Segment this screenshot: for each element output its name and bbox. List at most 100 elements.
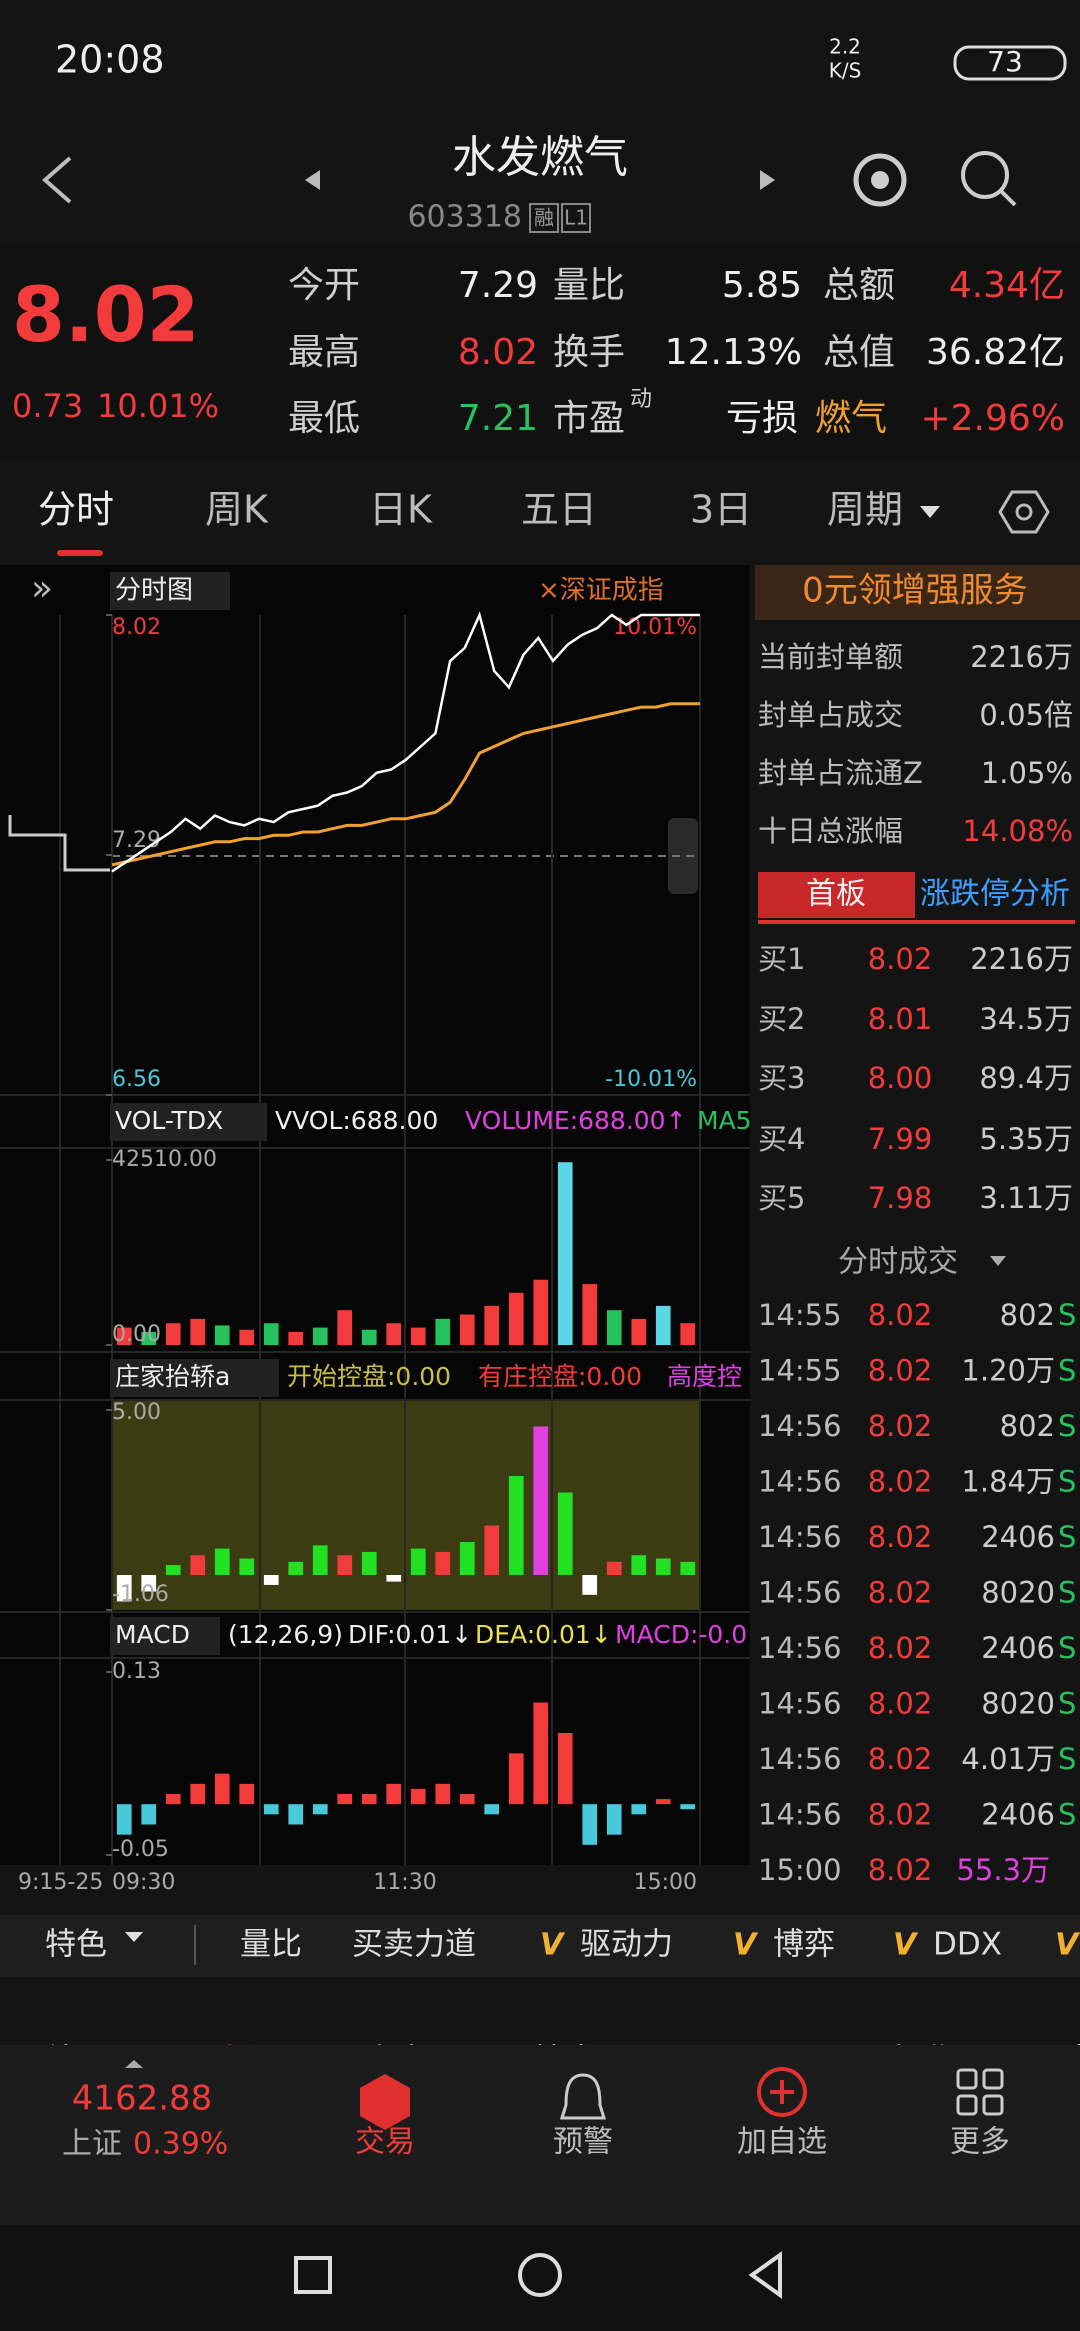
side-label: 封单占流通Z [758, 756, 923, 790]
trade-icon[interactable] [360, 2074, 410, 2130]
promo-banner[interactable]: 0元领增强服务 [802, 571, 1028, 611]
search-icon[interactable] [961, 151, 1009, 199]
chart-tab[interactable]: 周期 [827, 488, 903, 532]
chart-tab[interactable]: 五日 [521, 488, 597, 532]
more-icon[interactable] [956, 2068, 1004, 2116]
nav-item[interactable]: 加自选 [737, 2125, 827, 2160]
period-dropdown[interactable] [920, 506, 940, 518]
feature-item[interactable]: 驱动力 [580, 1927, 673, 1963]
side-label: 十日总涨幅 [758, 814, 903, 848]
bar [165, 1794, 181, 1805]
bar [337, 1310, 353, 1345]
bar [557, 1162, 573, 1345]
bar [508, 1476, 524, 1576]
book-price: 8.00 [868, 1061, 933, 1095]
back-button[interactable] [41, 156, 72, 204]
trade-time: 14:55 [758, 1298, 842, 1332]
feature-item[interactable]: DDX [933, 1927, 1002, 1963]
chart-mode[interactable]: 分时图 [115, 576, 193, 606]
bar [116, 1804, 132, 1835]
recents-button[interactable] [294, 2256, 332, 2294]
bar [190, 1318, 206, 1345]
stat-value: 7.21 [458, 398, 538, 439]
chart-tab[interactable]: 3日 [690, 488, 752, 532]
trade-side: S [1058, 1409, 1076, 1443]
chart-tab[interactable]: 周K [205, 488, 269, 532]
feature-dropdown[interactable] [125, 1932, 143, 1942]
add-icon[interactable] [757, 2067, 807, 2117]
stat-label: 今开 [288, 265, 360, 306]
nav-item[interactable]: 更多 [950, 2125, 1010, 2160]
trade-price: 8.02 [868, 1742, 933, 1776]
indicator-header: (12,26,9) [228, 1620, 343, 1649]
bar [263, 1575, 279, 1585]
bar [631, 1318, 647, 1345]
feature-item[interactable]: 博弈 [773, 1927, 835, 1963]
trade-side: S [1058, 1576, 1076, 1610]
trade-side: S [1058, 1298, 1076, 1332]
sub-tab[interactable]: 行业 [890, 2041, 954, 2079]
trade-volume: 55.3万 [956, 1853, 1050, 1887]
book-volume: 3.11万 [979, 1181, 1073, 1215]
trade-price: 8.02 [868, 1298, 933, 1332]
bar [386, 1783, 402, 1805]
scroll-handle[interactable] [668, 818, 698, 894]
indicator-box[interactable] [110, 1103, 267, 1141]
bar [606, 1310, 622, 1345]
y-tick-label: 0.13 [112, 1659, 161, 1684]
bar [386, 1323, 402, 1345]
settings-icon[interactable] [998, 490, 1050, 534]
stat-value: 5.85 [722, 265, 802, 306]
stat-label: 最低 [288, 398, 360, 439]
bar [312, 1327, 328, 1345]
trade-time: 14:56 [758, 1576, 842, 1610]
bar [190, 1783, 206, 1805]
bar [680, 1561, 696, 1576]
side-tab[interactable]: 涨跌停分析 [920, 877, 1070, 912]
indicator-header: 开始控盘:0.00 [287, 1362, 451, 1391]
sub-tab[interactable]: F10 [724, 2041, 783, 2079]
index-arrow [125, 2060, 143, 2068]
bar [214, 1773, 230, 1805]
bar [141, 1331, 157, 1345]
trades-dropdown[interactable] [990, 1256, 1006, 1266]
feature-item[interactable]: 量比 [240, 1927, 302, 1963]
prev-button[interactable] [305, 170, 320, 190]
sub-tab[interactable]: 其 [1070, 2041, 1080, 2079]
sub-tab[interactable]: 资讯 [213, 2041, 277, 2079]
home-button[interactable] [518, 2253, 562, 2297]
sub-tab[interactable]: 综评 [45, 2041, 109, 2079]
y-tick-label: 42510.00 [112, 1147, 217, 1172]
indicator-box[interactable] [110, 1617, 220, 1655]
overlay-index[interactable]: ×深证成指 [538, 576, 664, 606]
nav-item[interactable]: 交易 [355, 2125, 415, 2160]
trades-title[interactable]: 分时成交 [838, 1245, 958, 1280]
robot-icon[interactable] [853, 153, 907, 207]
feature-item[interactable]: 特色 [45, 1927, 107, 1963]
sub-tab[interactable]: 资金面 [363, 2041, 459, 2079]
indicator-header: VOLUME:688.00↑ [465, 1106, 687, 1135]
feature-item[interactable]: 买卖力道 [352, 1927, 476, 1963]
feature-item: V [733, 1928, 759, 1963]
price-change: 0.73 [12, 387, 83, 425]
next-button[interactable] [760, 170, 775, 190]
tab-bg [758, 872, 915, 918]
indicator-box[interactable] [110, 1359, 279, 1397]
bar [533, 1426, 549, 1576]
indicator-header[interactable]: VOL-TDX [115, 1106, 223, 1135]
expand-button[interactable]: » [31, 568, 53, 609]
side-tab[interactable]: 首板 [806, 877, 866, 912]
sub-tab[interactable]: 技术面 [533, 2041, 629, 2079]
bar [116, 1327, 132, 1345]
pct-label: -10.01% [605, 1067, 697, 1092]
chart-tab[interactable]: 分时 [38, 488, 114, 532]
trade-side: S [1058, 1798, 1076, 1832]
indicator-header[interactable]: 庄家抬轿a [115, 1362, 230, 1391]
chart-tab[interactable]: 日K [369, 488, 433, 532]
trade-price: 8.02 [868, 1631, 933, 1665]
nav-item[interactable]: 预警 [553, 2125, 613, 2160]
quote-bg [0, 245, 1080, 460]
alert-icon[interactable] [559, 2073, 607, 2120]
indicator-header[interactable]: MACD [115, 1620, 190, 1649]
back-system-button[interactable] [748, 2251, 782, 2299]
